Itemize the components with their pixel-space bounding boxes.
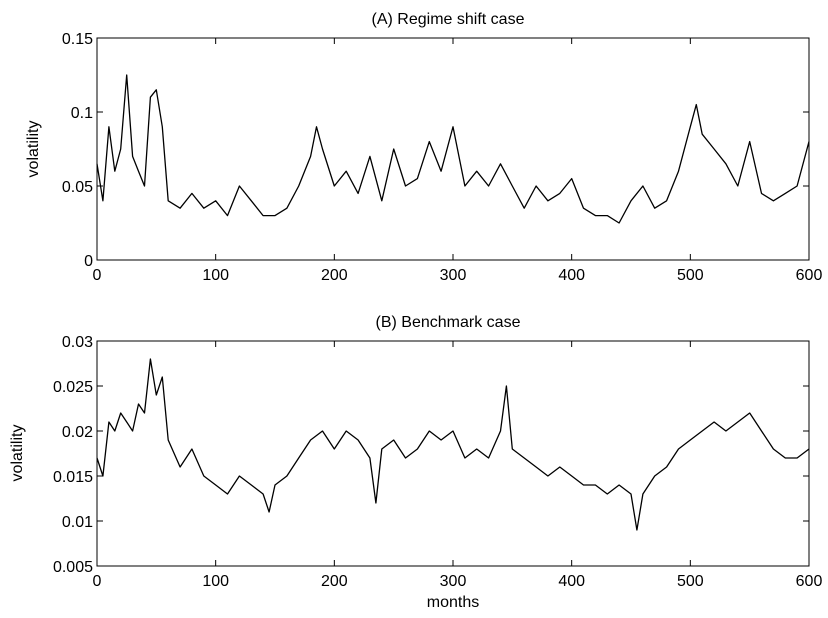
panel-a-series-line (96, 74, 810, 224)
panel-b-series-line (96, 358, 810, 531)
panel-a-x-tick-label: 100 (202, 267, 229, 284)
panel-b-y-tick-label: 0.005 (53, 559, 93, 576)
panel-a: (A) Regime shift case volatility 0 100 200… (25, 11, 822, 284)
panel-b-y-tick-label: 0.03 (62, 334, 93, 351)
panel-b-title: (B) Benchmark case (376, 314, 521, 331)
panel-a-x-tick-label: 600 (796, 267, 823, 284)
panel-b-y-ticks: 0.005 0.01 0.015 0.02 0.025 0.03 (53, 334, 809, 576)
panel-a-x-tick-label: 200 (321, 267, 348, 284)
panel-a-x-tick-label: 300 (440, 267, 467, 284)
panel-a-title: (A) Regime shift case (372, 11, 525, 28)
panel-a-y-tick-label: 0 (84, 253, 93, 270)
panel-b-x-tick-label: 0 (93, 573, 102, 590)
panel-a-axes-box (96, 37, 810, 261)
panel-b-axes-box (96, 340, 810, 567)
panel-a-y-tick-label: 0.15 (62, 31, 93, 48)
panel-a-y-ticks: 0 0.05 0.1 0.15 (62, 31, 809, 270)
panel-b-y-tick-label: 0.02 (62, 424, 93, 441)
panel-b-xlabel: months (427, 594, 479, 611)
panel-b-y-tick-label: 0.025 (53, 379, 93, 396)
panel-b: (B) Benchmark case volatility months 0 10… (9, 314, 822, 611)
panel-a-x-tick-label: 400 (558, 267, 585, 284)
panel-b-x-tick-label: 100 (202, 573, 229, 590)
panel-a-x-tick-label: 0 (93, 267, 102, 284)
panel-a-y-tick-label: 0.05 (62, 179, 93, 196)
panel-b-x-tick-label: 300 (440, 573, 467, 590)
panel-a-ylabel: volatility (25, 121, 42, 178)
panel-a-x-tick-label: 500 (677, 267, 704, 284)
panel-b-y-tick-label: 0.015 (53, 469, 93, 486)
panel-a-y-tick-label: 0.1 (71, 105, 93, 122)
panel-b-x-tick-label: 500 (677, 573, 704, 590)
panel-b-y-tick-label: 0.01 (62, 514, 93, 531)
panel-b-x-tick-label: 200 (321, 573, 348, 590)
panel-b-x-tick-label: 400 (558, 573, 585, 590)
panel-a-x-ticks: 0 100 200 300 400 500 600 (93, 38, 823, 284)
panel-b-x-ticks: 0 100 200 300 400 500 600 (93, 341, 823, 590)
panel-b-x-tick-label: 600 (796, 573, 823, 590)
panel-b-ylabel: volatility (9, 425, 26, 482)
